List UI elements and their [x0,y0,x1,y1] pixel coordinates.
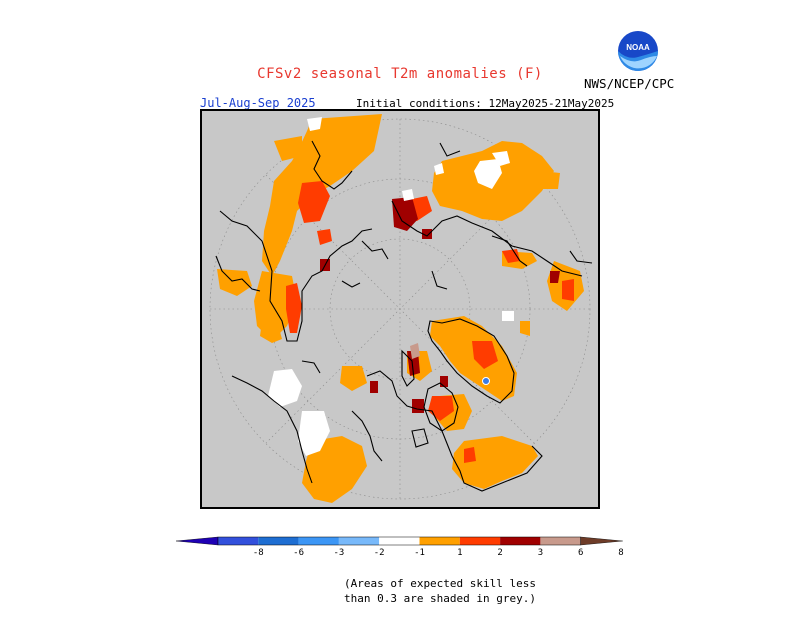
colorbar-ticks: -8 -6 -3 -2 -1 1 2 3 6 8 [253,548,624,558]
noaa-logo: NOAA [617,30,659,72]
colorbar-swatch [298,537,339,545]
colorbar-arrow-left [175,536,219,546]
colorbar-tick-label: -3 [333,548,344,558]
skill-note-line1: (Areas of expected skill less [343,577,537,590]
chart-title: CFSv2 seasonal T2m anomalies (F) [257,66,543,82]
colorbar-outline [217,536,581,546]
logo-text: NOAA [626,43,650,52]
anomaly-6-8-regions [410,343,420,359]
colorbar-swatch [258,537,299,545]
colorbar-tick-label: 8 [618,548,623,558]
colorbar-tick-label: -2 [374,548,385,558]
polar-map [200,109,600,509]
station-marker [482,377,490,385]
colorbar-swatch [338,537,380,545]
season-label: Jul-Aug-Sep 2025 [200,96,316,110]
colorbar: -8 -6 -3 -2 -1 1 2 3 6 8 [170,533,630,563]
colorbar-swatch [459,537,501,545]
anomaly-2-3-regions [286,181,574,463]
colorbar-swatch [500,537,541,545]
coastlines [215,140,593,492]
colorbar-tick-label: -1 [414,548,425,558]
colorbar-tick-label: 1 [457,548,462,558]
colorbar-tick-label: 6 [578,548,583,558]
colorbar-arrow-right [580,536,623,546]
colorbar-swatch [218,537,259,545]
anomaly-3-6-regions [320,197,560,413]
organization-label: NWS/NCEP/CPC [584,76,675,91]
colorbar-swatch [540,537,581,545]
colorbar-tick-label: 3 [538,548,543,558]
colorbar-tick-label: 2 [497,548,502,558]
colorbar-swatch [379,537,420,545]
colorbar-tick-label: -6 [293,548,304,558]
neutral-regions [268,117,514,456]
colorbar-tick-label: -8 [253,548,264,558]
skill-note: (Areas of expected skill less than 0.3 a… [340,576,540,606]
initial-conditions-label: Initial conditions: 12May2025-21May2025 [356,97,615,110]
anomaly-1-2-regions [217,114,584,503]
colorbar-swatch [419,537,460,545]
skill-note-line2: than 0.3 are shaded in grey.) [343,592,537,605]
colorbar-swatches [175,536,623,546]
